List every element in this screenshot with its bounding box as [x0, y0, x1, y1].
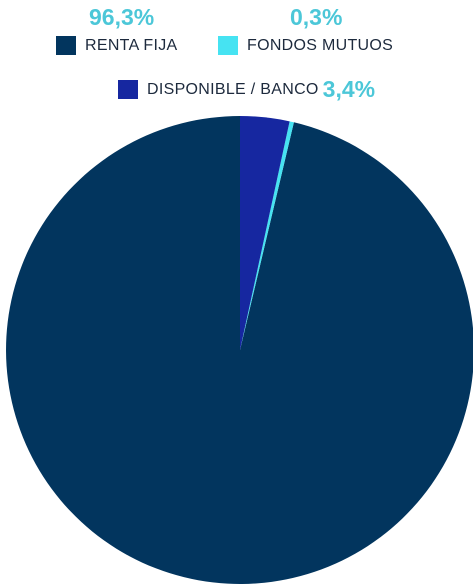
legend-item-renta-fija: RENTA FIJA [56, 36, 178, 55]
legend-item-fondos-mutuos: FONDOS MUTUOS [218, 36, 393, 55]
pie-slice-renta-fija [6, 116, 473, 584]
legend-swatch-disponible-banco [118, 80, 138, 99]
legend-label-fondos-mutuos: FONDOS MUTUOS [247, 36, 394, 54]
pie-slice-disponible-banco [240, 116, 290, 350]
legend-label-renta-fija: RENTA FIJA [85, 36, 178, 54]
pct-disponible-banco: 3,4% [322, 76, 376, 102]
pie-slice-fondos-mutuos [240, 121, 294, 350]
pct-renta-fija: 96,3% [89, 4, 155, 30]
legend-label-disponible-banco: DISPONIBLE / BANCO [147, 80, 319, 98]
pct-fondos-mutuos: 0,3% [290, 4, 343, 30]
legend-swatch-renta-fija [56, 36, 76, 55]
legend-swatch-fondos-mutuos [218, 36, 238, 55]
legend-item-disponible-banco: DISPONIBLE / BANCO 3,4% [118, 78, 375, 101]
